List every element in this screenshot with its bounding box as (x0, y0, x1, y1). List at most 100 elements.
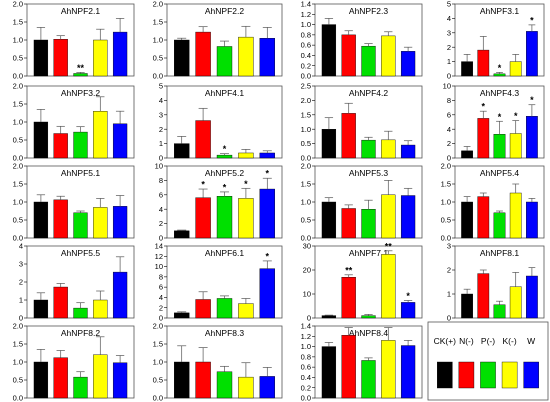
y-tick-label: 1.0 (13, 118, 23, 127)
bar (493, 134, 506, 159)
y-tick-label: 1.5 (301, 180, 311, 189)
bar (174, 361, 190, 399)
bar (73, 307, 88, 319)
bar (509, 133, 522, 159)
y-tick-label: 4 (447, 125, 451, 134)
panel-title: AhNPF3.2 (61, 88, 100, 98)
significance-mark: * (498, 112, 502, 122)
bar (93, 207, 108, 239)
bar (341, 277, 356, 319)
bar (477, 273, 490, 319)
bar (33, 361, 49, 399)
y-tick-label: 0.5 (13, 216, 23, 225)
bar (493, 73, 506, 77)
bar (33, 39, 49, 77)
bar (216, 46, 233, 77)
y-tick-label: 1 (19, 296, 23, 305)
y-tick-label: 1.0 (13, 36, 23, 45)
y-tick-label: 1.0 (153, 358, 163, 367)
y-tick-label: 0.5 (153, 54, 163, 63)
panel-title: AhNPF4.1 (205, 88, 244, 98)
y-tick-label: 1 (159, 139, 163, 148)
y-tick-label: 0.0 (153, 394, 163, 402)
bar (493, 304, 506, 319)
y-tick-label: 0 (159, 234, 163, 243)
y-tick-label: 0.2 (301, 61, 311, 70)
y-tick-label: 0.6 (301, 363, 311, 372)
significance-mark: ** (77, 63, 85, 73)
bar (73, 73, 88, 77)
y-tick-label: 1.0 (13, 358, 23, 367)
chart-panel: 0.0 0.5 1.0 1.5 2.0 AhNPF5.1 (13, 162, 135, 243)
chart-panel: 0.0 0.5 1.0 1.5 2.0 AhNPF5.4 (441, 162, 545, 243)
y-tick-label: 0.5 (301, 216, 311, 225)
bar (321, 24, 337, 77)
y-tick-label: 2 (159, 303, 163, 312)
bar (526, 275, 538, 319)
y-tick-label: 1.0 (301, 198, 311, 207)
chart-panel: 0 2 4 6 8 10 AhNPF4.3 * * * * (443, 82, 545, 163)
y-tick-label: 2 (447, 266, 451, 275)
bar (341, 34, 356, 77)
chart-panel: 0 1 2 3 4 5 AhNPF4.1 * (159, 82, 283, 163)
y-tick-label: 20 (303, 266, 311, 275)
y-tick-label: 1 (447, 290, 451, 299)
bar (174, 39, 190, 77)
y-tick-label: 1.2 (301, 332, 311, 341)
bar (73, 376, 88, 399)
bar (361, 315, 376, 319)
panel-title: AhNPF4.2 (349, 88, 388, 98)
significance-mark: * (498, 63, 502, 73)
bar (259, 268, 275, 319)
bar (238, 36, 254, 77)
bar (361, 139, 376, 159)
y-tick-label: 4 (159, 205, 163, 214)
y-tick-label: 3 (447, 28, 451, 37)
bar (361, 45, 376, 77)
legend-label: N(-) (459, 336, 474, 346)
y-tick-label: 2.0 (13, 82, 23, 91)
y-tick-label: 1.0 (301, 342, 311, 351)
y-tick-label: 2.0 (301, 96, 311, 105)
y-tick-label: 4 (159, 293, 163, 302)
chart-panel: 0.0 0.5 1.0 1.5 2.0 AhNPF3.2 (13, 82, 135, 163)
chart-panel: 0.0 0.20.40.6 0.81.01.21.4 AhNPF8.4 (301, 322, 423, 402)
y-tick-label: 2.0 (153, 322, 163, 331)
significance-mark: * (266, 251, 270, 261)
y-tick-label: 6 (447, 110, 451, 119)
y-tick-label: 10 (443, 82, 451, 91)
panel-title: AhNPF5.3 (349, 168, 388, 178)
bar (381, 254, 396, 319)
bar (195, 361, 211, 399)
bar (259, 38, 275, 77)
legend-label: P(-) (481, 336, 495, 346)
chart-panel: 0.0 0.5 1.0 1.5 2.0 AhNPF5.3 (301, 162, 423, 243)
significance-mark: * (201, 180, 205, 190)
bar (381, 340, 396, 399)
bar (33, 201, 49, 239)
y-tick-label: 0 (447, 72, 451, 81)
bar (461, 61, 473, 77)
significance-mark: ** (345, 265, 353, 275)
y-tick-label: 2.0 (13, 322, 23, 331)
y-tick-label: 0 (159, 314, 163, 323)
bar (174, 312, 190, 319)
bar (509, 286, 522, 319)
y-tick-label: 30 (303, 242, 311, 251)
y-tick-label: 0.0 (153, 72, 163, 81)
y-tick-label: 2 (159, 219, 163, 228)
panel-title: AhNPF8.1 (480, 248, 519, 258)
legend-swatch (480, 361, 496, 389)
y-tick-label: 0.5 (441, 216, 451, 225)
bar (238, 303, 254, 319)
y-tick-label: 2 (159, 125, 163, 134)
y-tick-label: 14 (155, 242, 163, 251)
bar (381, 194, 396, 239)
chart-panel: 0 1 2 3 AhNPF8.1 (447, 242, 545, 323)
bar (509, 61, 522, 77)
y-tick-label: 3 (19, 260, 23, 269)
chart-panel: 0 1 2 3 4 5 AhNPF3.1 * * (447, 0, 545, 81)
bar (509, 192, 522, 239)
